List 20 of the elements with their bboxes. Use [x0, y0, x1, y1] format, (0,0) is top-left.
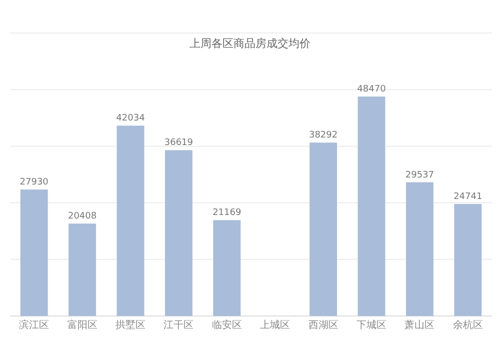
data-label: 21169: [212, 208, 242, 218]
data-label: 42034: [116, 114, 146, 124]
x-tick-label: 余杭区: [452, 319, 483, 331]
data-label: 48470: [357, 84, 386, 95]
data-label: 24741: [454, 192, 482, 202]
data-label: 20408: [68, 212, 97, 222]
x-tick-label: 富阳区: [67, 319, 98, 331]
x-tick-label: 江干区: [164, 319, 194, 331]
x-tick-label: 下城区: [356, 319, 386, 331]
x-tick-label: 滨江区: [19, 319, 50, 331]
data-label: 27930: [20, 178, 49, 188]
x-tick-label: 上城区: [260, 319, 290, 331]
x-tick-label: 临安区: [212, 319, 242, 331]
x-tick-label: 萧山区: [404, 319, 435, 331]
x-tick-label: 拱墅区: [116, 319, 146, 331]
data-label: 36619: [164, 138, 194, 148]
data-label: 29537: [405, 170, 434, 180]
data-label: 38292: [308, 130, 338, 141]
chart-title: 上周各区商品房成交均价: [190, 37, 310, 50]
x-tick-label: 西湖区: [308, 319, 338, 331]
